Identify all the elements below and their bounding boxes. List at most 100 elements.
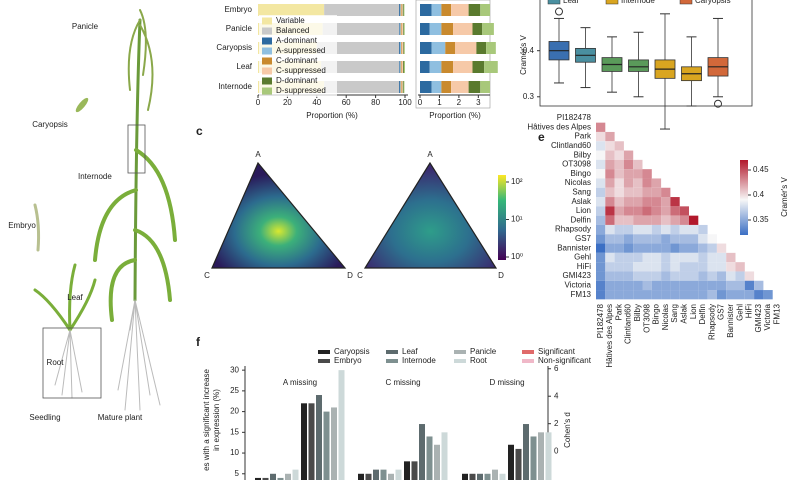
inset-bar-segment: [420, 42, 432, 54]
heat-cell: [633, 290, 643, 300]
heat-cell: [651, 243, 662, 253]
heat-cell: [596, 215, 606, 225]
group-label: A missing: [283, 378, 317, 387]
colorbar-label: Cramér's V: [780, 176, 789, 216]
heat-cell: [735, 271, 745, 281]
bar-segment: [403, 23, 405, 35]
bar: [426, 436, 433, 480]
inset-bar-segment: [431, 42, 446, 54]
bar: [358, 473, 364, 480]
bar: [373, 469, 379, 480]
heat-cell: [716, 280, 727, 291]
heat-cell: [716, 271, 727, 281]
column-label: OT3098: [642, 303, 651, 332]
heat-cell: [623, 252, 634, 263]
bar: [255, 477, 261, 480]
bar-segment: [402, 4, 404, 16]
heat-cell: [698, 243, 708, 253]
row-label: Sang: [572, 188, 591, 197]
bar: [285, 473, 291, 480]
bar: [462, 473, 468, 480]
bar: [434, 444, 440, 480]
heat-cell: [605, 197, 615, 207]
bar-segment: [399, 23, 400, 35]
plot-frame: [539, 0, 753, 107]
heat-cell: [763, 290, 773, 300]
legend-label: Caryopsis: [334, 347, 370, 356]
y-tick-label: 5: [235, 469, 240, 478]
vertex-label: D: [498, 271, 504, 280]
panel-letter: e: [538, 130, 545, 144]
column-label: PI182478: [596, 303, 605, 338]
bar: [331, 407, 337, 480]
bar-segment: [399, 4, 401, 16]
bar-segment: [403, 61, 405, 73]
heat-cell: [679, 252, 689, 263]
heat-cell: [716, 290, 727, 300]
heat-cell: [614, 252, 624, 263]
heat-cell: [596, 178, 606, 188]
heat-cell: [633, 243, 643, 253]
row-label: Bilby: [574, 150, 591, 159]
heat-cell: [642, 187, 652, 198]
heat-cell: [642, 206, 652, 216]
heat-cell: [596, 197, 606, 207]
heat-cell: [679, 262, 689, 272]
bar-segment: [401, 23, 404, 35]
bar-segment: [399, 42, 401, 54]
heat-cell: [661, 234, 671, 244]
category-label: Leaf: [236, 62, 252, 71]
bar: [469, 473, 476, 480]
column-label: Park: [614, 303, 623, 320]
heat-cell: [642, 234, 652, 244]
heat-cell: [661, 215, 671, 225]
heat-cell: [670, 280, 680, 291]
bar: [388, 473, 394, 480]
heat-cell: [679, 271, 689, 281]
heat-cell: [698, 271, 708, 281]
heat-cell: [642, 262, 652, 272]
inset-bar-segment: [476, 42, 487, 54]
row-label: Hâtives des Alpes: [527, 122, 591, 131]
heat-cell: [623, 290, 634, 300]
legend-label: A-dominant: [276, 36, 318, 45]
legend-swatch: [522, 359, 534, 363]
legend-swatch: [454, 359, 466, 363]
bar-segment: [400, 4, 401, 16]
bar-segment: [321, 61, 400, 73]
column-label: Sang: [670, 304, 679, 323]
heat-cell: [707, 280, 717, 291]
heat-cell: [596, 141, 606, 151]
bar: [292, 469, 299, 480]
y2-tick-label: 4: [554, 391, 559, 400]
colorbar-tick-label: 0.4: [753, 190, 765, 199]
inset-bar-segment: [468, 81, 481, 93]
heat-cell: [661, 271, 671, 281]
heat-cell: [623, 169, 634, 179]
row-label: Rhapsody: [555, 225, 591, 234]
heat-cell: [596, 290, 606, 300]
heat-cell: [661, 197, 671, 207]
heat-cell: [661, 243, 671, 253]
heat-cell: [633, 178, 643, 188]
heat-cell: [605, 252, 615, 263]
heat-cell: [614, 224, 624, 235]
illustration-label: Mature plant: [98, 413, 143, 422]
heat-cell: [642, 243, 652, 253]
heat-cell: [651, 262, 662, 272]
heat-cell: [623, 159, 634, 170]
colorbar-tick-label: 10⁰: [511, 252, 523, 261]
heat-cell: [670, 271, 680, 281]
heat-cell: [716, 252, 727, 263]
bar: [395, 469, 402, 480]
row-label: OT3098: [562, 160, 591, 169]
heat-cell: [614, 280, 624, 291]
legend-swatch: [386, 359, 398, 363]
heat-cell: [707, 271, 717, 281]
inset-bar-segment: [472, 61, 485, 73]
inset-bar-segment: [451, 81, 469, 93]
heat-cell: [651, 280, 662, 291]
heat-cell: [596, 169, 606, 179]
column-label: Delfin: [698, 304, 707, 324]
heat-cell: [661, 224, 671, 235]
